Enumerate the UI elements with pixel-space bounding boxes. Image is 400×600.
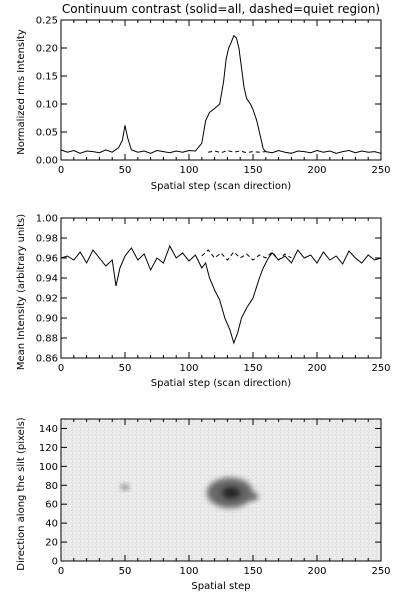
y-tick-label: 0.90 [36, 314, 58, 325]
slit-image-heatmap: Spatial step Direction along the slit (p… [16, 417, 391, 592]
x-tick-label: 200 [307, 363, 326, 374]
chart-title: Continuum contrast (solid=all, dashed=qu… [62, 2, 380, 16]
series-line-dashed [201, 249, 292, 261]
x-tick-label: 200 [307, 165, 326, 176]
x-tick-label: 50 [119, 566, 132, 577]
x-tick-label: 200 [307, 566, 326, 577]
x-axis-label: Spatial step [191, 581, 250, 592]
y-tick-label: 40 [45, 519, 58, 530]
x-tick-label: 250 [371, 566, 390, 577]
y-tick-label: 0.92 [36, 294, 58, 305]
y-tick-label: 0.94 [36, 274, 58, 285]
y-tick-label: 0.25 [36, 16, 58, 27]
heatmap-feature [121, 484, 129, 490]
x-tick-label: 0 [58, 566, 64, 577]
x-tick-label: 0 [58, 165, 64, 176]
heatmap-feature [222, 487, 241, 499]
y-tick-label: 1.00 [36, 214, 58, 225]
plot-frame [60, 19, 382, 161]
x-tick-label: 50 [119, 165, 132, 176]
y-tick-label: 0.86 [36, 354, 58, 365]
x-tick-label: 50 [119, 363, 132, 374]
y-tick-label: 0.96 [36, 254, 58, 265]
y-tick-label: 140 [39, 424, 58, 435]
x-tick-label: 0 [58, 363, 64, 374]
heatmap-feature [247, 492, 259, 501]
y-tick-label: 100 [39, 462, 58, 473]
y-tick-label: 0.98 [36, 234, 58, 245]
plot-frame [60, 217, 382, 359]
x-tick-label: 100 [179, 566, 198, 577]
x-tick-label: 100 [179, 363, 198, 374]
series-line-solid [60, 244, 382, 345]
mean-intensity-chart: Spatial step (scan direction) Mean Inten… [16, 214, 391, 390]
x-tick-label: 100 [179, 165, 198, 176]
y-tick-label: 0 [52, 557, 58, 568]
y-tick-label: 60 [45, 500, 58, 511]
x-tick-label: 150 [243, 165, 262, 176]
x-axis-label: Spatial step (scan direction) [151, 181, 291, 192]
series-line-solid [60, 34, 382, 154]
x-tick-label: 250 [371, 363, 390, 374]
plot-frame [60, 418, 382, 562]
y-axis-label: Normalized rms Intensity [16, 29, 27, 155]
x-tick-label: 150 [243, 566, 262, 577]
y-tick-label: 80 [45, 481, 58, 492]
y-tick-label: 20 [45, 538, 58, 549]
x-tick-label: 150 [243, 363, 262, 374]
y-tick-label: 0.05 [36, 128, 58, 139]
y-tick-label: 0.10 [36, 100, 58, 111]
x-axis-label: Spatial step (scan direction) [151, 378, 291, 389]
y-tick-label: 0.00 [36, 156, 58, 167]
y-tick-label: 0.20 [36, 44, 58, 55]
y-tick-label: 0.88 [36, 334, 58, 345]
y-axis-label: Mean Intensity (arbitrary units) [16, 214, 27, 370]
rms-contrast-chart: Continuum contrast (solid=all, dashed=qu… [16, 2, 391, 192]
x-tick-label: 250 [371, 165, 390, 176]
y-tick-label: 120 [39, 443, 58, 454]
y-tick-label: 0.15 [36, 72, 58, 83]
series-line-dashed [208, 149, 266, 154]
y-axis-label: Direction along the slit (pixels) [16, 417, 27, 570]
